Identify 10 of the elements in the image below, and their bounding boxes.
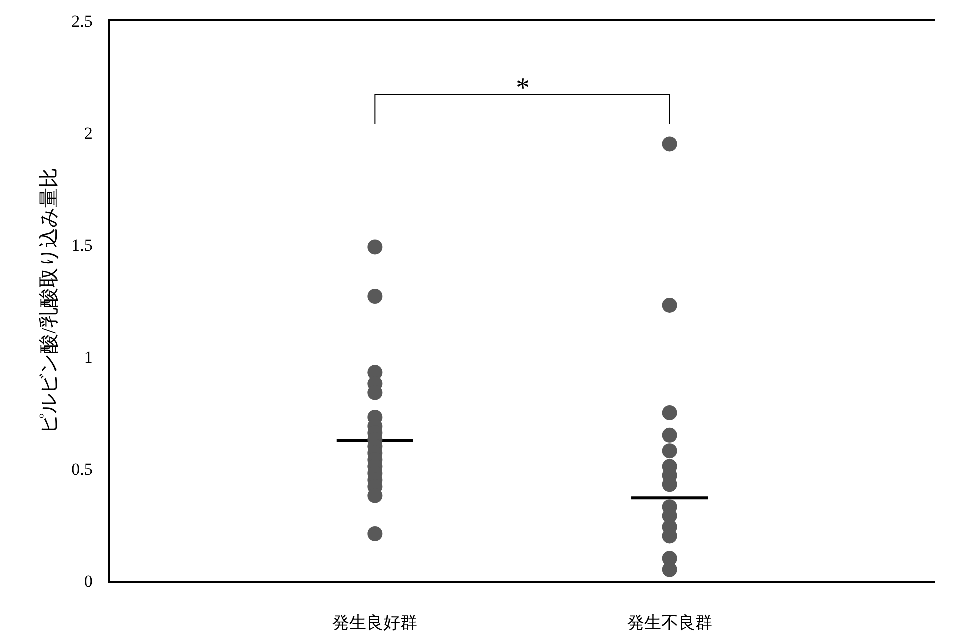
y-axis-title: ピルビン酸/乳酸取り込み量比 bbox=[38, 168, 61, 434]
annotation: * bbox=[516, 73, 530, 104]
y-tick-label: 0.5 bbox=[72, 460, 93, 479]
y-tick-label: 0 bbox=[84, 572, 93, 591]
y-tick-label: 2.5 bbox=[72, 12, 93, 31]
y-tick-label: 1 bbox=[84, 348, 93, 367]
y-tick-label: 2 bbox=[84, 124, 93, 143]
x-tick-label: 発生不良群 bbox=[627, 613, 712, 632]
x-tick-label: 発生良好群 bbox=[332, 613, 418, 632]
y-tick-label: 1.5 bbox=[72, 236, 93, 255]
